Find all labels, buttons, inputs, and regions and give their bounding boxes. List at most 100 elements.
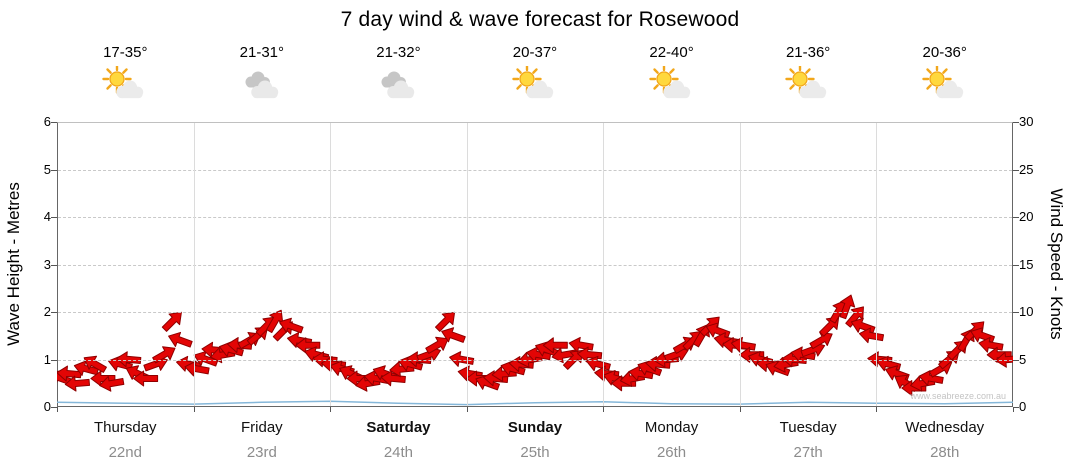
wind-arrow: [475, 374, 500, 391]
day-temp-range: 21-36°: [785, 44, 831, 61]
wind-arrow: [218, 341, 244, 357]
wind-arrow: [858, 327, 885, 344]
day-name: Wednesday: [905, 419, 985, 436]
left-tick-mark: [51, 169, 57, 171]
wind-arrow: [986, 346, 1012, 363]
wind-arrow: [542, 337, 568, 354]
day-name: Sunday: [507, 419, 563, 436]
day-temp-range: 20-37°: [512, 44, 558, 61]
left-tick-label: 2: [43, 304, 51, 319]
wind-arrow: [64, 375, 91, 392]
day-temp-range: 17-35°: [103, 44, 148, 61]
wind-arrow: [90, 370, 116, 387]
bottom-tick-mark: [330, 407, 332, 412]
right-tick-mark: [1013, 122, 1019, 123]
wind-arrow-layer: [57, 294, 1013, 406]
left-tick-label: 1: [43, 351, 51, 367]
day-name: Monday: [644, 419, 699, 436]
bottom-tick-mark: [739, 407, 741, 412]
wind-arrow: [168, 331, 193, 348]
day-temp-range: 22-40°: [649, 44, 694, 61]
left-tick-label: 6: [43, 114, 51, 129]
right-tick-mark: [1013, 169, 1019, 171]
left-tick-mark: [51, 359, 57, 361]
partly-sunny-icon: [101, 64, 149, 106]
right-tick-mark: [1013, 359, 1019, 361]
day-name: Friday: [241, 419, 283, 436]
bottom-tick-mark: [876, 407, 878, 412]
right-tick-label: 30: [1019, 114, 1034, 129]
right-tick-mark: [1013, 407, 1019, 408]
day-separator: [876, 123, 878, 406]
wind-arrow: [918, 370, 944, 386]
day-date: 27th: [793, 444, 823, 461]
day-separator: [603, 123, 605, 406]
left-tick-label: 3: [43, 256, 51, 272]
day-separator: [739, 123, 741, 406]
day-name: Thursday: [94, 419, 157, 436]
cloudy-icon: [374, 66, 422, 106]
right-tick-mark: [1013, 217, 1019, 218]
partly-sunny-icon: [511, 64, 559, 106]
h-gridline: [58, 312, 1012, 313]
bottom-tick-mark: [57, 407, 58, 412]
wind-arrow: [133, 370, 159, 387]
bottom-tick-mark: [193, 407, 195, 412]
left-tick-label: 5: [43, 161, 51, 177]
day-temp-range: 21-32°: [376, 44, 421, 61]
left-tick-mark: [51, 312, 57, 313]
day-date: 28th: [930, 444, 960, 461]
wind-arrow: [266, 309, 284, 334]
day-date: 24th: [383, 444, 414, 461]
chart-title: 7 day wind & wave forecast for Rosewood: [340, 8, 740, 31]
day-date: 23rd: [246, 444, 277, 461]
wave-height-line: [57, 400, 1013, 406]
partly-sunny-icon: [648, 64, 696, 106]
right-tick-label: 10: [1019, 304, 1034, 319]
right-tick-mark: [1013, 312, 1019, 313]
h-gridline: [58, 359, 1012, 361]
wind-arrow: [441, 327, 466, 343]
bottom-tick-mark: [1013, 407, 1014, 412]
right-axis-title: Wind Speed - Knots: [1047, 188, 1066, 340]
wind-arrow: [295, 337, 321, 354]
wind-arrow: [278, 317, 304, 334]
day-separator: [193, 123, 195, 406]
wind-arrow: [435, 311, 456, 332]
left-tick-mark: [51, 217, 57, 218]
day-separator: [466, 123, 468, 406]
wind-arrow: [57, 369, 74, 386]
wind-arrow: [161, 311, 182, 332]
day-date: 26th: [656, 444, 687, 461]
wind-arrow: [449, 351, 475, 367]
wind-arrow: [99, 375, 125, 392]
left-tick-mark: [51, 122, 57, 123]
day-date: 22nd: [108, 444, 142, 461]
right-tick-label: 25: [1019, 161, 1034, 177]
day-temp-range: 21-31°: [239, 44, 285, 61]
right-tick-label: 5: [1019, 351, 1027, 367]
partly-sunny-icon: [921, 64, 969, 106]
left-tick-label: 4: [43, 209, 51, 224]
h-gridline: [58, 169, 1012, 171]
wind-arrow: [116, 351, 142, 368]
wind-arrow: [152, 346, 176, 364]
day-temp-range: 20-36°: [922, 44, 967, 61]
left-tick-label: 0: [43, 399, 51, 414]
day-date: 25th: [520, 444, 550, 461]
right-tick-label: 15: [1019, 256, 1034, 272]
left-tick-mark: [51, 264, 57, 266]
h-gridline: [58, 264, 1012, 266]
watermark: www.seabreeze.com.au: [910, 391, 1006, 401]
right-tick-mark: [1013, 264, 1019, 266]
wind-arrow: [500, 360, 526, 376]
wind-arrow: [380, 370, 406, 387]
day-name: Saturday: [366, 419, 431, 436]
h-gridline: [58, 217, 1012, 218]
partly-sunny-icon: [784, 64, 832, 106]
bottom-tick-mark: [603, 407, 605, 412]
wind-arrow: [425, 336, 449, 354]
cloudy-icon: [238, 66, 286, 106]
right-tick-label: 20: [1019, 209, 1034, 224]
